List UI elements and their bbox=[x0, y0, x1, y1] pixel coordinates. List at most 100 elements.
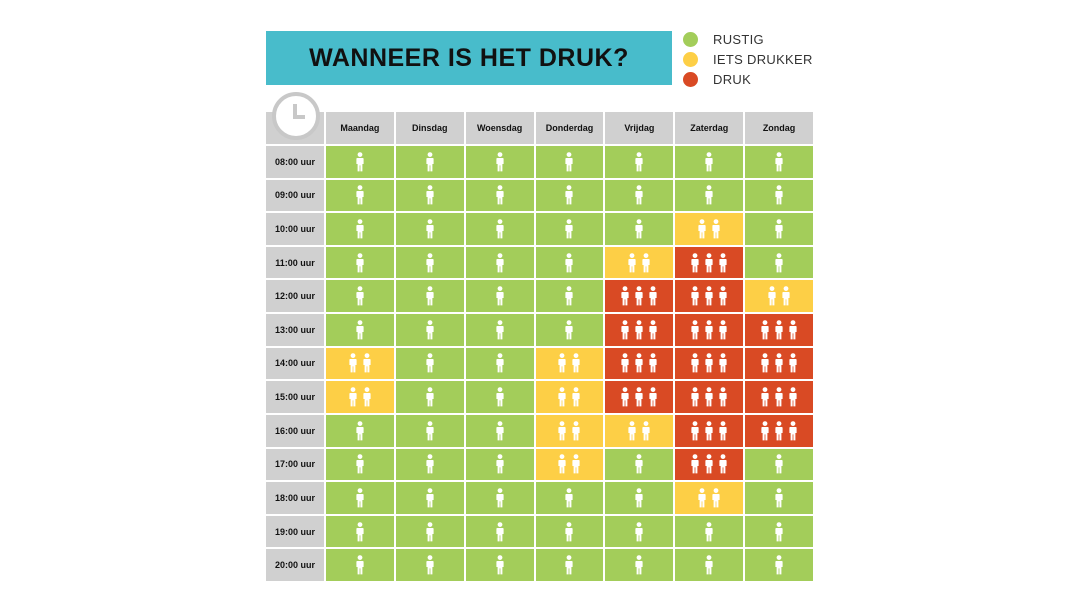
person-icon bbox=[558, 387, 567, 407]
heatmap-cell-maandag-20 bbox=[326, 549, 394, 581]
person-icon bbox=[426, 420, 434, 441]
person-icon bbox=[426, 320, 434, 340]
person-icon bbox=[356, 420, 364, 441]
heatmap-cell-vrijdag-15 bbox=[605, 381, 674, 413]
person-icon bbox=[775, 151, 783, 172]
heatmap-cell-vrijdag-18 bbox=[605, 482, 674, 514]
heatmap-cell-zondag-20 bbox=[745, 549, 813, 581]
person-icon bbox=[496, 521, 504, 542]
person-icon bbox=[621, 353, 629, 373]
person-icon bbox=[761, 420, 769, 441]
heatmap-cell-woensdag-19 bbox=[465, 515, 534, 548]
heatmap-cell-woensdag-20 bbox=[465, 549, 534, 581]
person-icon bbox=[705, 353, 713, 373]
time-label: 16:00 uur bbox=[266, 414, 324, 447]
time-label: 15:00 uur bbox=[266, 381, 324, 413]
person-icon bbox=[572, 420, 581, 441]
person-icon bbox=[775, 185, 783, 205]
person-icon bbox=[705, 420, 713, 441]
heatmap-cell-zondag-09 bbox=[745, 179, 813, 212]
heatmap-cell-donderdag-08 bbox=[535, 146, 604, 178]
person-icon bbox=[691, 320, 699, 340]
person-icon bbox=[635, 353, 643, 373]
person-icon bbox=[775, 320, 783, 340]
heatmap-cell-maandag-08 bbox=[326, 146, 394, 178]
heatmap-cell-donderdag-12 bbox=[535, 280, 604, 313]
person-icon bbox=[691, 252, 699, 273]
heatmap-cell-zaterdag-20 bbox=[675, 549, 744, 581]
heatmap-cell-zaterdag-18 bbox=[675, 482, 744, 514]
day-header-woensdag: Woensdag bbox=[465, 112, 534, 144]
heatmap-cell-vrijdag-13 bbox=[605, 314, 674, 346]
heatmap-cell-maandag-09 bbox=[326, 179, 394, 212]
heatmap-cell-dinsdag-18 bbox=[395, 482, 464, 514]
person-icon bbox=[635, 521, 643, 542]
person-icon bbox=[496, 454, 504, 474]
heatmap-cell-donderdag-18 bbox=[535, 482, 604, 514]
person-icon bbox=[775, 454, 783, 474]
person-icon bbox=[649, 387, 657, 407]
person-icon bbox=[698, 488, 706, 508]
legend-item-iets-drukker: IETS DRUKKER bbox=[683, 49, 813, 69]
person-icon bbox=[628, 420, 636, 441]
heatmap-cell-maandag-14 bbox=[326, 347, 394, 380]
person-icon bbox=[349, 387, 357, 407]
person-icon bbox=[565, 286, 574, 306]
person-icon bbox=[496, 353, 504, 373]
person-icon bbox=[719, 387, 727, 407]
person-icon bbox=[691, 286, 699, 306]
day-header-dinsdag: Dinsdag bbox=[395, 112, 464, 144]
person-icon bbox=[356, 151, 364, 172]
person-icon bbox=[572, 387, 581, 407]
heatmap-cell-zaterdag-11 bbox=[675, 246, 744, 279]
heatmap-cell-dinsdag-10 bbox=[395, 213, 464, 245]
heatmap-cell-dinsdag-08 bbox=[395, 146, 464, 178]
heatmap-cell-vrijdag-12 bbox=[605, 280, 674, 313]
person-icon bbox=[426, 521, 434, 542]
person-icon bbox=[496, 252, 504, 273]
heatmap-cell-maandag-13 bbox=[326, 314, 394, 346]
person-icon bbox=[496, 219, 504, 239]
person-icon bbox=[635, 151, 643, 172]
person-icon bbox=[789, 420, 797, 441]
legend-label-druk: DRUK bbox=[713, 71, 752, 87]
heatmap-cell-maandag-15 bbox=[326, 381, 394, 413]
day-header-donderdag: Donderdag bbox=[535, 112, 604, 144]
heatmap-cell-donderdag-16 bbox=[535, 414, 604, 447]
heatmap-cell-zondag-16 bbox=[745, 414, 813, 447]
heatmap-cell-zaterdag-09 bbox=[675, 179, 744, 212]
heatmap-cell-vrijdag-10 bbox=[605, 213, 674, 245]
day-header-zaterdag: Zaterdag bbox=[675, 112, 744, 144]
person-icon bbox=[719, 286, 727, 306]
person-icon bbox=[356, 488, 364, 508]
person-icon bbox=[649, 353, 657, 373]
person-icon bbox=[496, 387, 504, 407]
person-icon bbox=[635, 185, 643, 205]
heatmap-cell-zaterdag-17 bbox=[675, 448, 744, 481]
title-banner: WANNEER IS HET DRUK? bbox=[266, 31, 672, 85]
person-icon bbox=[705, 252, 713, 273]
person-icon bbox=[775, 521, 783, 542]
person-icon bbox=[775, 420, 783, 441]
heatmap-cell-maandag-19 bbox=[326, 515, 394, 548]
person-icon bbox=[572, 454, 581, 474]
heatmap-cell-dinsdag-19 bbox=[395, 515, 464, 548]
heatmap-cell-maandag-10 bbox=[326, 213, 394, 245]
heatmap-cell-zaterdag-14 bbox=[675, 347, 744, 380]
heatmap-cell-woensdag-12 bbox=[465, 280, 534, 313]
person-icon bbox=[719, 320, 727, 340]
heatmap-cell-dinsdag-15 bbox=[395, 381, 464, 413]
person-icon bbox=[565, 555, 574, 575]
person-icon bbox=[426, 387, 434, 407]
time-label: 09:00 uur bbox=[266, 179, 324, 212]
heatmap-cell-woensdag-09 bbox=[465, 179, 534, 212]
clock-icon bbox=[272, 92, 320, 140]
heatmap-cell-vrijdag-09 bbox=[605, 179, 674, 212]
person-icon bbox=[496, 185, 504, 205]
heatmap-cell-maandag-11 bbox=[326, 246, 394, 279]
heatmap-cell-woensdag-17 bbox=[465, 448, 534, 481]
person-icon bbox=[356, 454, 364, 474]
heatmap-cell-dinsdag-17 bbox=[395, 448, 464, 481]
heatmap-cell-dinsdag-12 bbox=[395, 280, 464, 313]
person-icon bbox=[558, 353, 567, 373]
